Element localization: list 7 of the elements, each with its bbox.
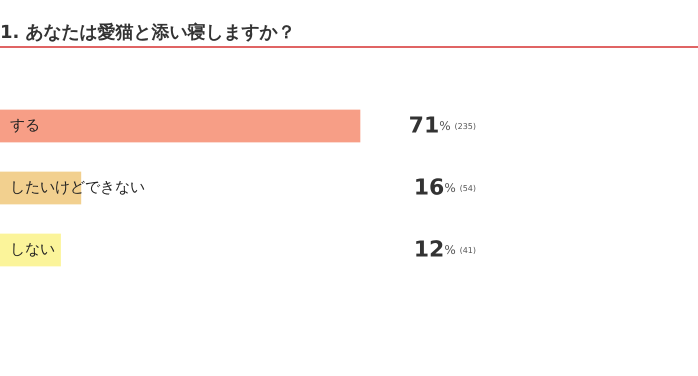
- y-tick-label: する: [10, 116, 40, 134]
- data-label: 12% (41): [414, 238, 476, 263]
- y-tick-label: したいけどできない: [10, 178, 145, 196]
- data-label: 71% (235): [408, 114, 476, 139]
- chart-title: 1. あなたは愛猫と添い寝しますか？: [0, 20, 698, 48]
- y-tick-label: しない: [10, 240, 55, 258]
- data-label: 16% (54): [414, 176, 476, 201]
